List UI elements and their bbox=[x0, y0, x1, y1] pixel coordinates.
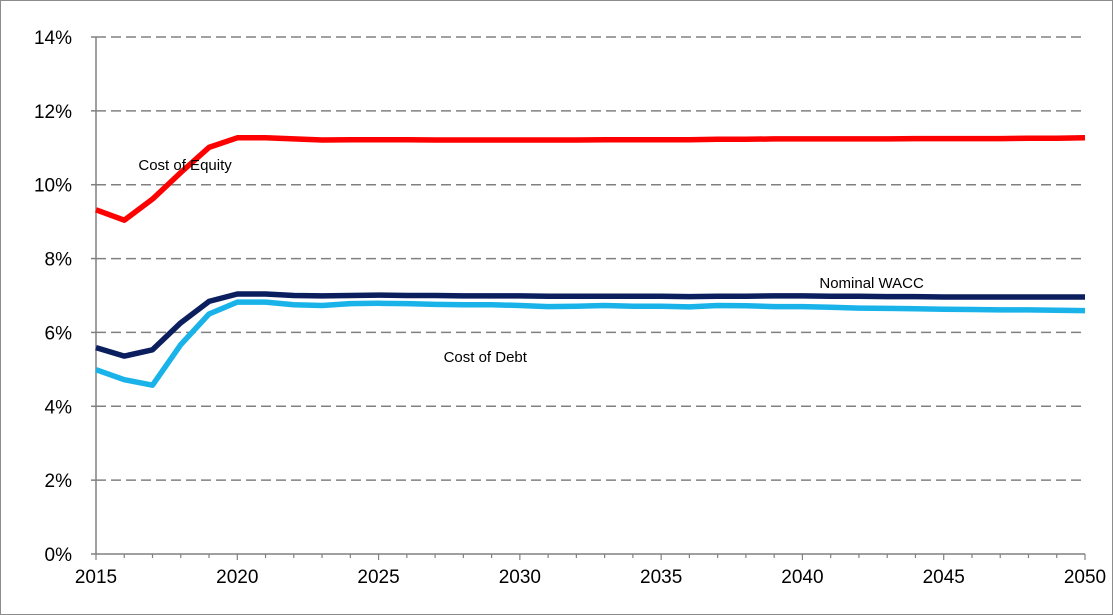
y-tick-label: 0% bbox=[45, 545, 73, 566]
x-tick-labels: 2015 2020 2025 2030 2035 2040 2045 2050 bbox=[75, 567, 1106, 588]
y-tick-label: 6% bbox=[45, 323, 73, 344]
cost-of-equity-label: Cost of Equity bbox=[138, 157, 232, 174]
y-tick-label: 10% bbox=[34, 176, 72, 197]
x-tick-label: 2025 bbox=[357, 567, 399, 588]
y-tick-label: 8% bbox=[45, 250, 73, 271]
y-tick-label: 12% bbox=[34, 102, 72, 123]
series-labels: Cost of Equity Nominal WACC Cost of Debt bbox=[138, 157, 924, 366]
x-tick-label: 2050 bbox=[1064, 567, 1106, 588]
y-tick-label: 4% bbox=[45, 397, 73, 418]
y-tick-labels: 0% 2% 4% 6% 8% 10% 12% 14% bbox=[34, 28, 72, 566]
x-tick-label: 2030 bbox=[499, 567, 541, 588]
series-lines bbox=[95, 135, 1086, 388]
axes bbox=[91, 36, 1086, 560]
y-tick-label: 14% bbox=[34, 28, 72, 49]
nominal-wacc-label: Nominal WACC bbox=[819, 275, 924, 292]
gridlines bbox=[96, 36, 1085, 481]
cost-of-equity-line bbox=[95, 135, 1086, 223]
x-tick-label: 2015 bbox=[75, 567, 117, 588]
x-tick-label: 2045 bbox=[923, 567, 965, 588]
y-tick-label: 2% bbox=[45, 471, 73, 492]
x-tick-label: 2035 bbox=[640, 567, 682, 588]
cost-of-debt-label: Cost of Debt bbox=[444, 349, 528, 366]
x-tick-label: 2020 bbox=[216, 567, 258, 588]
x-tick-label: 2040 bbox=[781, 567, 823, 588]
cost-of-debt-line bbox=[95, 299, 1086, 388]
nominal-wacc-line bbox=[95, 291, 1085, 359]
